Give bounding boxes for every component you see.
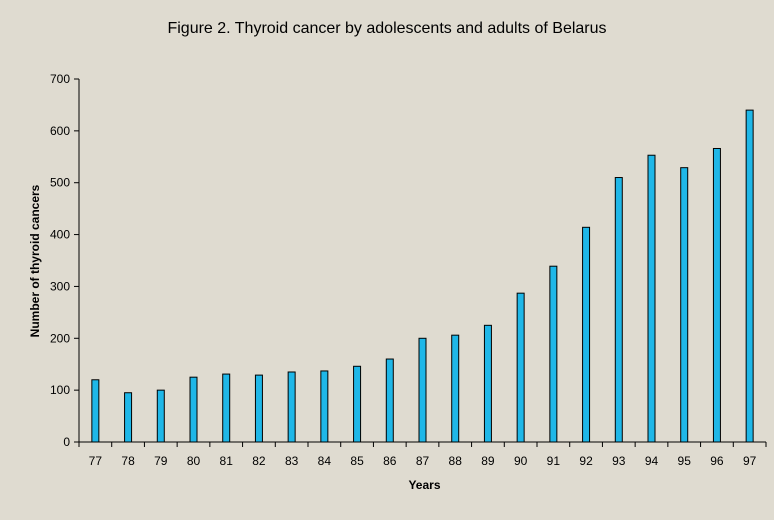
bar (287, 371, 296, 443)
bar (647, 154, 656, 443)
bar (516, 292, 525, 443)
bar (385, 358, 394, 443)
x-tick-label: 81 (220, 454, 234, 468)
bar (189, 376, 198, 443)
bar (483, 324, 492, 443)
x-tick-label: 94 (645, 454, 659, 468)
bar (712, 147, 721, 443)
x-tick-label: 82 (252, 454, 266, 468)
bar (745, 109, 754, 443)
x-tick-label: 77 (89, 454, 103, 468)
y-tick-label: 0 (63, 435, 70, 449)
x-tick-label: 87 (416, 454, 430, 468)
x-tick-label: 89 (481, 454, 495, 468)
bar (549, 265, 558, 443)
y-tick-label: 100 (50, 383, 70, 397)
x-tick-label: 97 (743, 454, 757, 468)
bar (451, 334, 460, 443)
bar (222, 373, 231, 443)
x-axis-label: Years (408, 478, 441, 492)
x-tick-label: 80 (187, 454, 201, 468)
bar (91, 379, 100, 443)
y-tick-label: 400 (50, 228, 70, 242)
bar (124, 392, 133, 443)
y-tick-label: 600 (50, 124, 70, 138)
x-tick-label: 91 (547, 454, 561, 468)
bar (582, 226, 591, 443)
x-tick-label: 86 (383, 454, 397, 468)
bar (680, 167, 689, 443)
x-tick-label: 78 (121, 454, 135, 468)
x-tick-label: 96 (710, 454, 724, 468)
bar (254, 374, 263, 443)
x-tick-label: 90 (514, 454, 528, 468)
bar (614, 177, 623, 443)
x-tick-label: 92 (579, 454, 593, 468)
x-tick-label: 88 (449, 454, 463, 468)
x-tick-label: 95 (678, 454, 692, 468)
x-tick-label: 93 (612, 454, 626, 468)
y-tick-label: 200 (50, 331, 70, 345)
bar (353, 365, 362, 443)
x-tick-label: 83 (285, 454, 299, 468)
bar (320, 370, 329, 443)
x-tick-label: 84 (318, 454, 332, 468)
x-tick-label: 79 (154, 454, 168, 468)
bar (156, 389, 165, 443)
chart-title: Figure 2. Thyroid cancer by adolescents … (167, 20, 607, 37)
y-tick-label: 300 (50, 279, 70, 293)
x-tick-label: 85 (350, 454, 364, 468)
bar (418, 337, 427, 443)
y-tick-label: 500 (50, 176, 70, 190)
y-tick-label: 700 (50, 72, 70, 86)
